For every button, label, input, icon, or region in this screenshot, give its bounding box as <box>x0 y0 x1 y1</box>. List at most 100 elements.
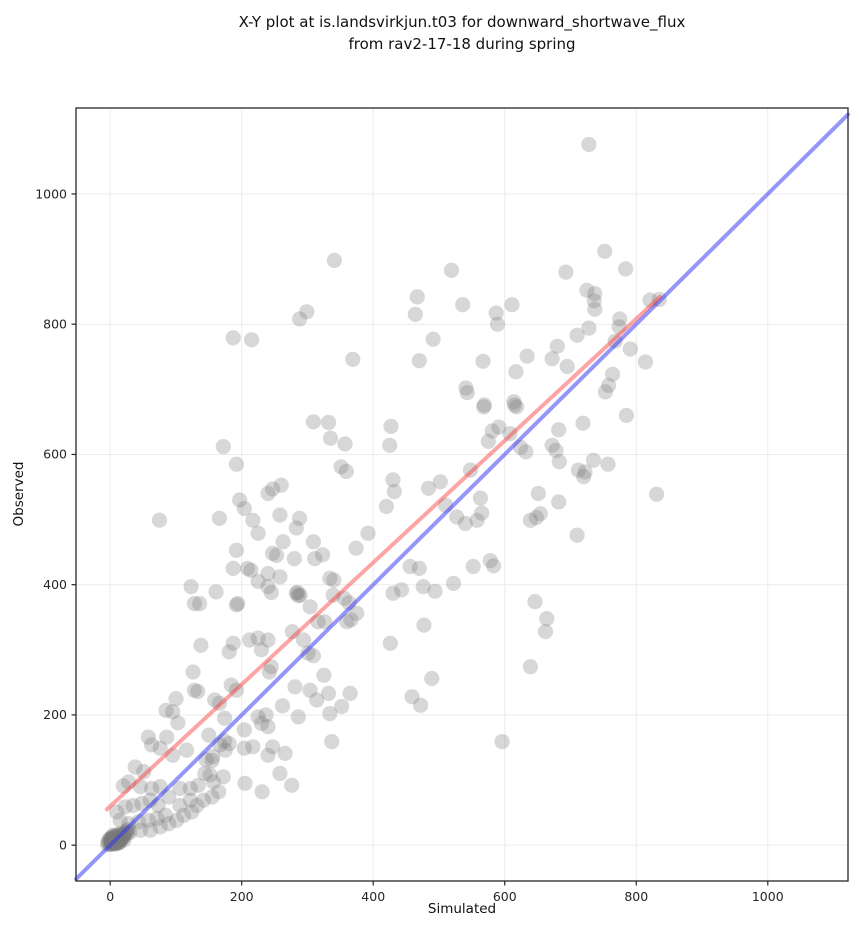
scatter-point <box>100 836 116 853</box>
scatter-point <box>349 605 365 621</box>
scatter-point <box>176 807 192 823</box>
scatter-point <box>112 831 128 847</box>
scatter-point <box>221 736 237 752</box>
scatter-point <box>409 289 425 305</box>
scatter-point <box>551 422 567 438</box>
scatter-point <box>109 834 125 850</box>
scatter-point <box>127 759 143 775</box>
scatter-point <box>232 492 248 508</box>
y-tick-label: 200 <box>43 707 67 722</box>
scatter-point <box>413 697 429 713</box>
scatter-point <box>402 558 418 575</box>
scatter-point <box>284 777 300 793</box>
scatter-point <box>522 512 539 528</box>
scatter-point <box>274 698 291 714</box>
scatter-point <box>581 320 597 336</box>
scatter-point <box>484 423 500 439</box>
scatter-point <box>322 706 338 722</box>
scatter-point <box>202 767 218 783</box>
scatter-point <box>537 624 554 640</box>
scatter-point <box>310 614 326 630</box>
scatter-point <box>324 734 340 750</box>
scatter-point <box>586 293 602 309</box>
scatter-point <box>290 588 306 604</box>
scatter-point <box>618 261 634 277</box>
scatter-point <box>272 765 288 782</box>
scatter-point <box>272 507 288 523</box>
scatter-point <box>286 551 302 567</box>
scatter-point <box>576 469 592 485</box>
scatter-point <box>432 474 448 490</box>
scatter-point <box>491 419 507 435</box>
scatter-point <box>149 810 165 827</box>
scatter-point <box>292 510 308 526</box>
scatter-point <box>385 472 401 488</box>
scatter-point <box>263 584 279 601</box>
scatter-point <box>275 534 291 550</box>
scatter-point <box>107 827 124 844</box>
scatter-point <box>458 380 474 396</box>
scatter-point <box>207 692 223 708</box>
scatter-point <box>152 740 168 756</box>
scatter-point <box>228 456 244 472</box>
scatter-point <box>178 742 195 758</box>
scatter-point <box>597 243 613 259</box>
scatter-point <box>121 774 137 790</box>
scatter-point <box>295 632 312 648</box>
scatter-point <box>144 780 160 797</box>
scatter-point <box>579 282 595 298</box>
scatter-point <box>265 481 281 497</box>
scatter-point <box>260 566 276 582</box>
scatter-point <box>642 292 658 308</box>
scatter-point <box>465 558 481 575</box>
scatter-point <box>475 353 491 369</box>
scatter-point <box>103 831 120 847</box>
scatter-point <box>519 348 535 364</box>
scatter-point <box>152 819 168 835</box>
scatter-point <box>383 418 399 434</box>
scatter-point <box>334 698 350 715</box>
scatter-point <box>305 648 321 664</box>
scatter-point <box>236 500 252 517</box>
chart-title: X-Y plot at is.landsvirkjun.t03 for down… <box>76 11 848 55</box>
scatter-point <box>336 590 352 607</box>
scatter-point <box>223 677 239 693</box>
scatter-point <box>637 354 654 370</box>
scatter-point <box>337 436 353 452</box>
scatter-point <box>140 729 156 745</box>
scatter-point <box>508 364 524 380</box>
y-tick-label: 800 <box>43 317 67 332</box>
scatter-point <box>472 490 488 506</box>
scatter-point <box>393 582 410 598</box>
scatter-point <box>245 739 261 755</box>
scatter-point <box>115 778 131 794</box>
scatter-point <box>569 327 585 343</box>
scatter-point <box>316 667 332 683</box>
scatter-point <box>348 540 364 556</box>
scatter-point <box>486 558 502 574</box>
scatter-point <box>605 366 621 382</box>
scatter-point <box>539 611 555 627</box>
scatter-point <box>544 351 560 367</box>
scatter-point <box>211 784 227 800</box>
scatter-point <box>211 510 227 526</box>
scatter-point <box>528 509 544 526</box>
identity-line <box>74 112 850 882</box>
scatter-point <box>338 463 354 479</box>
scatter-point <box>228 542 244 558</box>
scatter-point <box>114 829 130 845</box>
scatter-point <box>302 682 318 698</box>
scatter-point <box>250 709 266 725</box>
scatter-point <box>597 384 614 400</box>
scatter-point <box>290 584 306 601</box>
scatter-point <box>508 399 525 415</box>
scatter-point <box>532 506 548 522</box>
scatter-point <box>382 635 398 651</box>
scatter-point <box>165 747 181 763</box>
scatter-point <box>551 454 567 470</box>
scatter-point <box>225 560 241 577</box>
scatter-point <box>117 826 133 842</box>
scatter-point <box>217 710 233 726</box>
scatter-point <box>172 797 188 814</box>
scatter-point <box>205 749 221 765</box>
